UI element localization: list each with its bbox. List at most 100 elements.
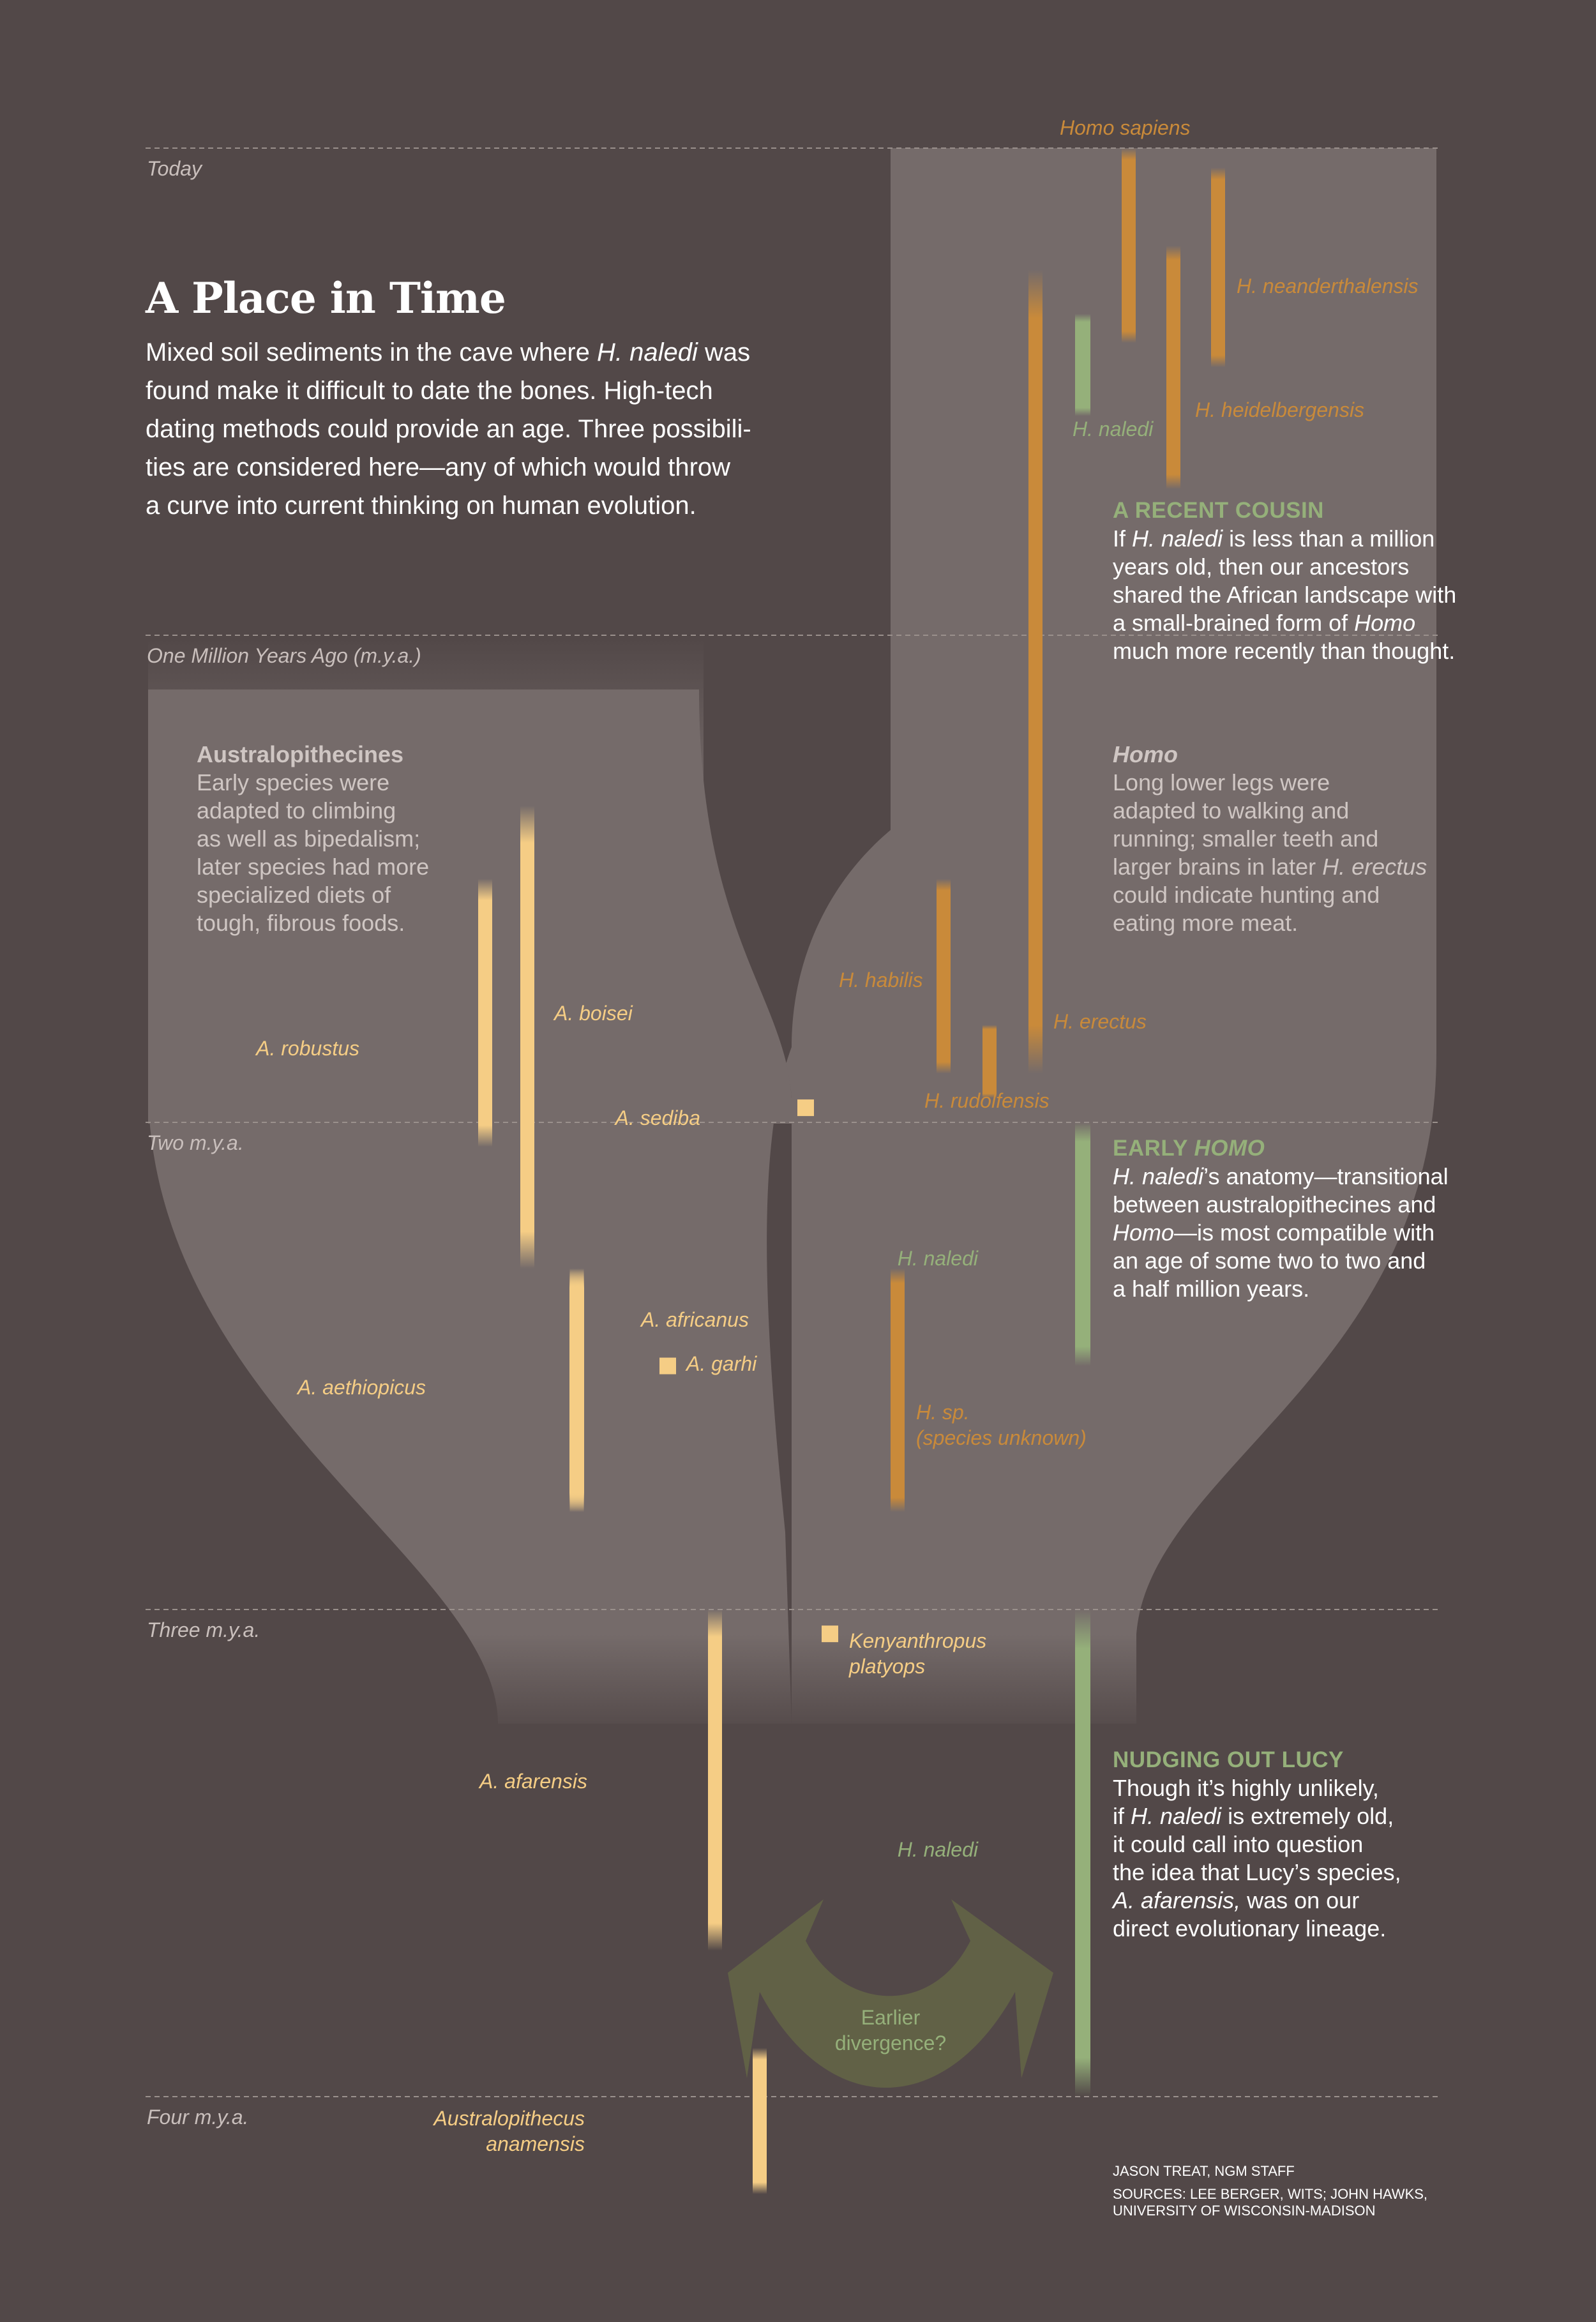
group-note-line-3: later species had more xyxy=(197,853,429,881)
scenario-body-1: H. naledi’s anatomy—transitional between … xyxy=(1113,1163,1449,1303)
scenario-2-line-1: if H. naledi is extremely old, xyxy=(1113,1802,1401,1830)
group-note-line-0-seg-0: Long lower legs were xyxy=(1113,769,1330,795)
scenario-1-line-2-seg-1: —is most compatible with xyxy=(1174,1219,1435,1246)
scenario-1-line-0: H. naledi’s anatomy—transitional xyxy=(1113,1163,1449,1191)
label-h-rudolfensis-name: H. rudolfensis xyxy=(924,1089,1050,1112)
point-a-sediba xyxy=(797,1099,814,1117)
group-note-body: Long lower legs were adapted to walking a… xyxy=(1113,769,1427,937)
scenario-1-line-1-seg-0: between australopithecines and xyxy=(1113,1191,1436,1218)
bar-h-naledi-recent xyxy=(1075,313,1090,416)
label-a-sediba-name: A. sediba xyxy=(615,1106,700,1129)
label-h-heidelbergensis-name: H. heidelbergensis xyxy=(1195,398,1365,421)
group-note-line-4-seg-0: could indicate hunting and xyxy=(1113,882,1380,908)
scenario-1-line-3-seg-0: an age of some two to two and xyxy=(1113,1248,1426,1274)
scenario-0-line-2-seg-0: shared the African landscape with xyxy=(1113,582,1457,608)
intro-line-4-seg-0: a curve into current thinking on human e… xyxy=(146,492,696,520)
label-a-africanus-name: A. africanus xyxy=(641,1308,749,1331)
label-h-sp-name: H. sp. xyxy=(916,1401,970,1424)
group-note-line-0: Early species were xyxy=(197,769,429,797)
group-note-line-2-seg-0: as well as bipedalism; xyxy=(197,826,421,852)
intro-line-1-seg-0: found make it difficult to date the bone… xyxy=(146,377,713,405)
divergence-label-line-1: Earlier xyxy=(861,2006,921,2029)
group-note-line-1-seg-0: adapted to walking and xyxy=(1113,797,1350,824)
label-a-robustus: A. robustus xyxy=(256,1036,359,1061)
scenario-1-line-0-seg-1: ’s anatomy—transitional xyxy=(1203,1163,1449,1189)
scenario-body-0: If H. naledi is less than a million years… xyxy=(1113,525,1456,665)
bar-a-robustus xyxy=(478,878,492,1147)
bar-h-sp xyxy=(891,1268,905,1512)
label-a-garhi: A. garhi xyxy=(686,1351,757,1376)
group-note-homo: Homo Long lower legs were adapted to walki… xyxy=(1113,741,1427,937)
label-h-sp-sub: (species unknown) xyxy=(916,1426,1087,1449)
scenario-1-line-2: Homo—is most compatible with xyxy=(1113,1219,1449,1247)
scenario-2-line-4-seg-0: A. afarensis, xyxy=(1113,1887,1241,1913)
bar-h-habilis xyxy=(937,878,951,1074)
scenario-2-line-0-seg-0: Though it’s highly unlikely, xyxy=(1113,1775,1379,1801)
group-note-line-1-seg-0: adapted to climbing xyxy=(197,797,396,824)
label-a-afarensis-name: A. afarensis xyxy=(479,1770,587,1793)
group-note-line-4-seg-0: specialized diets of xyxy=(197,882,391,908)
label-australopithecus: Australopithecus anamensis xyxy=(433,2106,585,2157)
homo-branch xyxy=(792,148,1436,1724)
credit-sources: SOURCES: LEE BERGER, WITS; JOHN HAWKS, U… xyxy=(1113,2186,1427,2219)
scenario-note-0: A RECENT COUSIN If H. naledi is less than… xyxy=(1113,497,1456,665)
scenario-2-line-5-seg-0: direct evolutionary lineage. xyxy=(1113,1915,1387,1941)
scenario-0-line-0-seg-0: If xyxy=(1113,525,1133,552)
scenario-head-0: A RECENT COUSIN xyxy=(1113,497,1456,525)
scenario-0-line-3-seg-1: Homo xyxy=(1354,610,1416,636)
group-note-line-4: could indicate hunting and xyxy=(1113,881,1427,909)
group-note-line-3-seg-1: H. erectus xyxy=(1322,854,1427,880)
group-note-line-1: adapted to walking and xyxy=(1113,797,1427,825)
bar-h-rudolfensis xyxy=(982,1025,997,1098)
bar-h-naledi-old xyxy=(1075,1610,1090,2097)
label-australopithecus-sub: anamensis xyxy=(486,2132,585,2155)
label-a-sediba: A. sediba xyxy=(615,1105,700,1131)
intro-line-1: found make it difficult to date the bone… xyxy=(146,372,790,410)
scenario-head-1-seg-0: EARLY xyxy=(1113,1136,1194,1161)
scenario-head-2-seg-0: NUDGING OUT LUCY xyxy=(1113,1747,1344,1772)
time-gridlines xyxy=(146,147,1440,2097)
scenario-0-line-0-seg-1: H. naledi xyxy=(1132,525,1223,552)
label-h-sp: H. sp. (species unknown) xyxy=(916,1399,1087,1451)
scenario-head-0-seg-0: A RECENT COUSIN xyxy=(1113,498,1324,523)
group-note-line-3-seg-0: later species had more xyxy=(197,854,430,880)
scenario-1-line-2-seg-0: Homo xyxy=(1113,1219,1175,1246)
label-h-erectus: H. erectus xyxy=(1053,1009,1147,1034)
scenario-0-line-0: If H. naledi is less than a million xyxy=(1113,525,1456,553)
group-note-head: Australopithecines xyxy=(197,741,404,767)
label-a-afarensis: A. afarensis xyxy=(479,1768,587,1794)
scenario-2-line-2-seg-0: it could call into question xyxy=(1113,1831,1364,1857)
intro-line-2: dating methods could provide an age. Thr… xyxy=(146,410,790,448)
label-h-naledi-old-name: H. naledi xyxy=(897,1838,978,1861)
scenario-0-line-0-seg-2: is less than a million xyxy=(1223,525,1435,552)
group-note-body: Early species were adapted to climbing as … xyxy=(197,769,429,937)
label-h-naledi-recent: H. naledi xyxy=(1073,416,1153,442)
label-kenyanthropus: Kenyanthropus platyops xyxy=(849,1628,986,1679)
label-a-aethiopicus: A. aethiopicus xyxy=(297,1375,426,1400)
scenario-2-line-1-seg-1: H. naledi xyxy=(1131,1803,1222,1829)
australopithecine-fade xyxy=(148,638,704,804)
group-note-line-4: specialized diets of xyxy=(197,881,429,909)
group-note-line-2: running; smaller teeth and xyxy=(1113,825,1427,853)
label-h-naledi-old: H. naledi xyxy=(898,1837,978,1862)
tree-base-fade xyxy=(447,1634,1149,1737)
scenario-0-line-2: shared the African landscape with xyxy=(1113,581,1456,609)
label-kenyanthropus-sub: platyops xyxy=(849,1655,926,1678)
group-note-line-3: larger brains in later H. erectus xyxy=(1113,853,1427,881)
intro-paragraph: Mixed soil sediments in the cave where H… xyxy=(146,333,790,525)
intro-line-3-seg-0: ties are considered here—any of which wo… xyxy=(146,453,731,481)
bar-a-aethiopicus xyxy=(569,1268,583,1512)
bar-a-afarensis xyxy=(708,1610,722,1951)
label-h-naledi-early: H. naledi xyxy=(898,1246,978,1271)
scenario-0-line-1-seg-0: years old, then our ancestors xyxy=(1113,554,1410,580)
era-label-3: Three m.y.a. xyxy=(147,1618,260,1641)
era-label-2: Two m.y.a. xyxy=(147,1131,244,1154)
group-note-head: Homo xyxy=(1113,741,1178,767)
scenario-2-line-5: direct evolutionary lineage. xyxy=(1113,1915,1401,1943)
credit-sources-line-1: SOURCES: LEE BERGER, WITS; JOHN HAWKS, xyxy=(1113,2186,1428,2202)
group-note-line-1: adapted to climbing xyxy=(197,797,429,825)
divergence-arrow xyxy=(728,1899,1053,2088)
credit-author: JASON TREAT, NGM STAFF xyxy=(1113,2163,1295,2179)
era-label-0: Today xyxy=(147,157,202,180)
